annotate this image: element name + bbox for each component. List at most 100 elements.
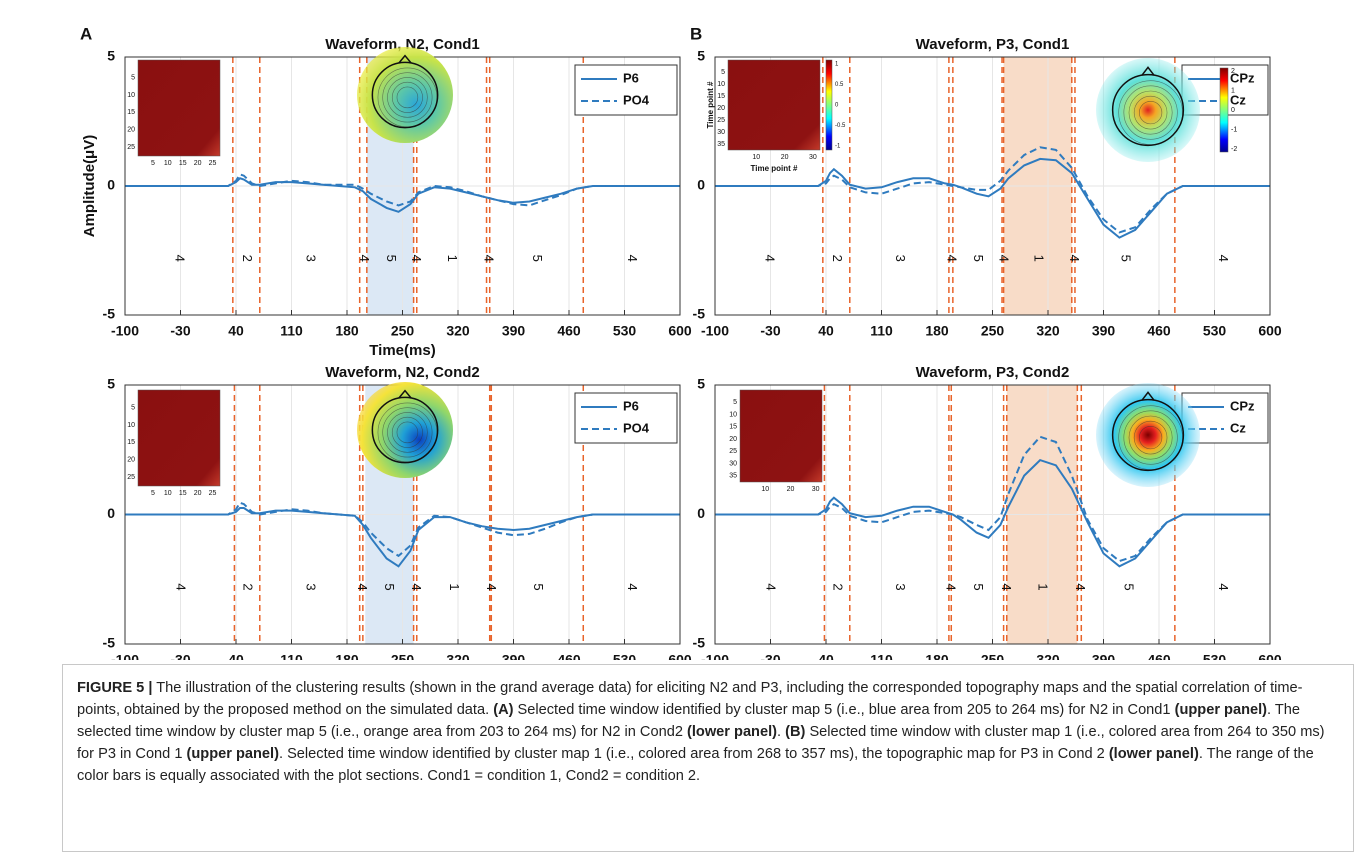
- y-tick-label: -5: [693, 635, 706, 651]
- inset-tick-label: 10: [127, 422, 135, 429]
- x-tick-label: 40: [228, 323, 244, 339]
- inset-tick-label: 10: [761, 486, 769, 493]
- cluster-label: 4: [999, 583, 1014, 590]
- inset-tick-label: 20: [127, 457, 135, 464]
- caption-text: . The range of the color bars is equally…: [77, 746, 1318, 784]
- y-tick-label: 5: [107, 376, 115, 392]
- cluster-label: 4: [762, 255, 777, 262]
- cluster-label: 4: [484, 583, 499, 590]
- x-tick-label: 320: [1036, 652, 1060, 660]
- inset-tick-label: 20: [127, 127, 135, 134]
- x-tick-label: 110: [870, 652, 893, 660]
- head-nose: [1141, 391, 1155, 401]
- cluster-label: 4: [996, 255, 1011, 262]
- waveform-line: [715, 157, 1270, 239]
- x-tick-label: 180: [925, 652, 949, 660]
- x-tick-label: 530: [1203, 323, 1227, 339]
- inset-tick-label: 5: [131, 404, 135, 411]
- inset-tick-label: 30: [729, 460, 737, 467]
- legend-label: P6: [623, 398, 639, 413]
- colorbar-tick-label: 1: [835, 62, 839, 68]
- inset-tick-label: 20: [787, 486, 795, 493]
- x-tick-label: 110: [280, 652, 303, 660]
- panel-title: Waveform, N2, Cond1: [325, 36, 479, 53]
- cluster-label: 5: [971, 255, 986, 262]
- x-tick-label: -30: [760, 652, 780, 660]
- waveform-line: [715, 435, 1270, 563]
- caption-text: (lower panel): [1108, 746, 1199, 762]
- x-tick-label: -30: [170, 652, 190, 660]
- inset-tick-label: 5: [151, 490, 155, 497]
- contour: [1128, 90, 1173, 135]
- head-outline: [371, 61, 439, 129]
- inset-tick-label: 5: [131, 74, 135, 81]
- y-tick-label: 0: [107, 505, 115, 521]
- colorbar-tick-label: -1: [1231, 126, 1237, 133]
- legend-box: [574, 64, 678, 116]
- caption-text: (upper panel): [1174, 702, 1268, 718]
- y-tick-label: -5: [103, 635, 116, 651]
- cluster-label: 1: [445, 255, 460, 262]
- legend-label: PO4: [623, 420, 650, 435]
- inset-tick-label: 25: [127, 474, 135, 481]
- inset-tick-label: 15: [729, 424, 737, 431]
- x-tick-label: -30: [760, 323, 780, 339]
- head-outline: [371, 396, 439, 464]
- inset-tick-label: 20: [194, 490, 202, 497]
- x-tick-label: 180: [335, 323, 359, 339]
- inset-tick-label: 30: [809, 154, 817, 161]
- colorbar-tick-label: 1: [1231, 87, 1235, 94]
- legend-box: [574, 392, 678, 444]
- correlation-map: [137, 389, 221, 487]
- x-tick-label: 250: [981, 652, 1005, 660]
- inset-tick-label: 10: [729, 411, 737, 418]
- colorbar-tick-label: 0: [1231, 107, 1235, 114]
- x-tick-label: 180: [925, 323, 949, 339]
- cluster-label: 3: [893, 255, 908, 262]
- caption-text: .: [777, 724, 786, 740]
- x-tick-label: 110: [870, 323, 893, 339]
- x-tick-label: 460: [1147, 652, 1171, 660]
- head-nose: [398, 54, 412, 64]
- inset-tick-label: 15: [127, 439, 135, 446]
- y-tick-label: 5: [697, 376, 705, 392]
- cluster-label: 4: [944, 255, 959, 262]
- inset-tick-label: 25: [209, 490, 217, 497]
- cluster-label: 4: [1216, 583, 1231, 590]
- legend-label: P6: [623, 70, 639, 85]
- axes-frame: [714, 56, 1271, 316]
- y-tick-label: 5: [107, 48, 115, 64]
- inset-tick-label: 10: [127, 92, 135, 99]
- caption-text: Selected time window with cluster map 1 …: [77, 724, 1329, 762]
- panel-title: Waveform, P3, Cond2: [916, 364, 1070, 381]
- x-tick-label: 600: [668, 323, 692, 339]
- x-tick-label: 600: [1258, 323, 1282, 339]
- contour: [1133, 420, 1168, 455]
- cluster-label: 4: [625, 583, 640, 590]
- x-tick-label: 600: [1258, 652, 1282, 660]
- inset-tick-label: 20: [781, 154, 789, 161]
- correlation-map: [727, 59, 821, 151]
- inset-tick-label: 35: [729, 473, 737, 480]
- topography-map: [357, 47, 453, 143]
- y-axis-label: Amplitude(μV): [81, 135, 98, 238]
- cluster-label: 5: [530, 255, 545, 262]
- x-tick-label: 40: [818, 652, 834, 660]
- axes-frame: [714, 384, 1271, 645]
- inset-tick-label: 10: [717, 81, 725, 88]
- legend-label: Cz: [1230, 92, 1246, 107]
- head-nose: [398, 389, 412, 399]
- x-tick-label: 530: [613, 652, 637, 660]
- topography-map: [1096, 58, 1200, 162]
- inset-tick-label: 20: [717, 105, 725, 112]
- waveform-line: [125, 507, 680, 568]
- legend-label: Cz: [1230, 420, 1246, 435]
- contour: [387, 77, 428, 118]
- contour: [382, 72, 433, 123]
- inset-tick-label: 20: [729, 436, 737, 443]
- cluster-label: 4: [1067, 255, 1082, 262]
- x-tick-label: 250: [391, 323, 415, 339]
- x-tick-label: 390: [1092, 652, 1116, 660]
- topomap-colorbar: [1219, 67, 1229, 153]
